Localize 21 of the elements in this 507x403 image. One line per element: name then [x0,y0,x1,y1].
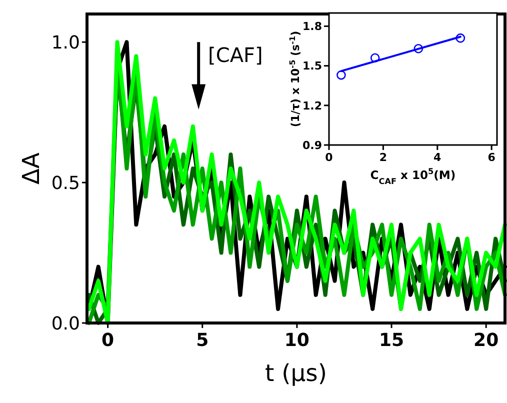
annotation: [CAF] [208,42,263,67]
y-tick-label: 1.2 [302,99,322,112]
x-tick-label: 4 [434,151,442,164]
y-tick-label: 1.0 [51,32,80,54]
x-tick-label: 20 [474,330,499,351]
x-tick-label: 10 [284,330,310,351]
x-axis-title: t (µs) [265,359,327,387]
x-tick-label: 5 [196,330,209,351]
x-tick-label: 6 [488,151,496,164]
x-tick-label: 2 [379,151,388,164]
y-tick-label: 0.5 [51,172,80,194]
y-tick-label: 0.9 [302,138,322,152]
x-tick-label: 0 [102,330,114,351]
x-axis-title: C$_{CAF}$ x 10$^{5}$(M) [370,166,456,186]
y-tick-label: 0.0 [51,313,80,334]
y-tick-label: 1.8 [302,20,322,34]
x-tick-label: 15 [378,330,404,351]
y-tick-label: 1.5 [302,60,322,73]
y-axis-title: ΔA [17,152,45,185]
x-tick-label: 0 [325,151,334,164]
point [336,70,346,80]
